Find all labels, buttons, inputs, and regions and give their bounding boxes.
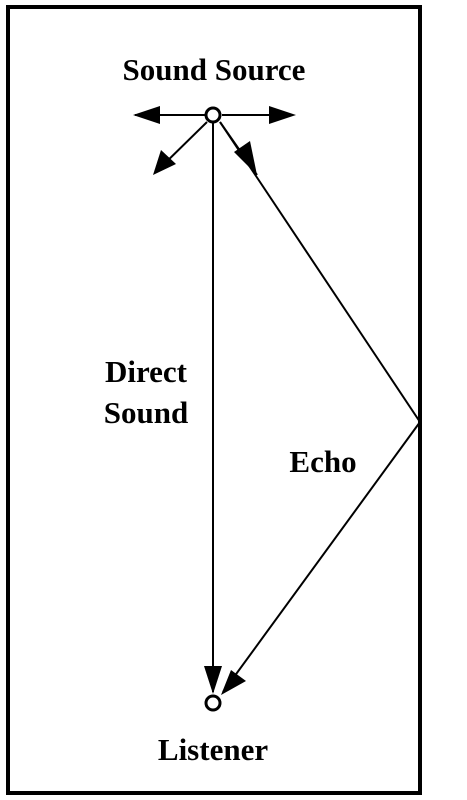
listener-point [204, 694, 222, 712]
sound-source-label: Sound Source [123, 52, 306, 87]
echo-reflected-ray [222, 421, 421, 693]
radiation-arrowhead-down-left [153, 150, 176, 175]
echo-label: Echo [289, 444, 356, 479]
source-radiation-arrows [133, 106, 296, 176]
room-boundary [6, 5, 422, 795]
echo-incident-ray [219, 121, 421, 423]
radiation-arrowhead-right [269, 106, 296, 124]
direct-sound-path [204, 123, 222, 694]
listener-label: Listener [158, 732, 268, 767]
sound-source-point [204, 106, 222, 124]
direct-sound-label-line1: Direct [105, 354, 188, 389]
echo-path [219, 121, 421, 695]
echo-incident-arrowhead [234, 141, 257, 175]
direct-sound-label-line2: Sound [104, 395, 188, 430]
direct-sound-arrowhead [204, 666, 222, 694]
echo-reflected-arrowhead [221, 670, 246, 695]
radiation-arrowhead-left [133, 106, 160, 124]
